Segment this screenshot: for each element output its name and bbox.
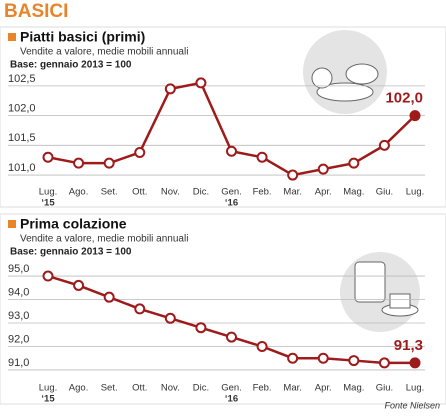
point <box>378 357 390 369</box>
point <box>256 340 268 352</box>
y-tick-label: 91,0 <box>8 357 29 369</box>
x-tick-label: Ott. <box>132 383 147 394</box>
pasta-icon <box>303 30 387 114</box>
x-tick-label: Apr. <box>315 187 332 198</box>
x-tick-label: Mag. <box>343 383 364 394</box>
point <box>378 139 390 151</box>
point <box>103 157 115 169</box>
header: BASICI <box>4 1 68 22</box>
x-sublabel: ‘15 <box>41 394 55 405</box>
x-tick-label: Giu. <box>376 383 393 394</box>
point <box>226 331 237 343</box>
point <box>164 83 176 95</box>
x-sublabel: ‘15 <box>41 198 55 209</box>
point <box>317 352 329 364</box>
point <box>195 322 207 334</box>
point <box>73 157 85 169</box>
x-tick-label: Dic. <box>193 187 209 198</box>
point <box>409 110 421 122</box>
x-sublabel: ‘16 <box>225 394 238 405</box>
x-tick-label: Lug. <box>406 187 425 198</box>
point <box>287 352 299 364</box>
chart-title: Piatti basici (primi) <box>20 29 145 45</box>
x-tick-label: Mag. <box>343 187 364 198</box>
y-tick-label: 102,0 <box>8 103 36 115</box>
value-label: 102,0 <box>385 90 423 107</box>
point <box>348 355 360 367</box>
y-tick-label: 101,0 <box>8 162 36 174</box>
breakfast-icon <box>340 252 420 332</box>
x-tick-label: Feb. <box>253 187 272 198</box>
point <box>42 270 54 282</box>
y-tick-label: 94,0 <box>8 286 29 298</box>
x-tick-label: Apr. <box>315 383 332 394</box>
point <box>73 279 85 291</box>
point <box>287 169 299 181</box>
x-tick-label: Nov. <box>161 383 180 394</box>
x-tick-label: Giu. <box>376 187 393 198</box>
source: Fonte Nielsen <box>384 400 440 410</box>
x-tick-label: Set. <box>101 383 118 394</box>
value-label: 91,3 <box>394 337 423 354</box>
y-tick-label: 95,0 <box>8 263 29 275</box>
y-tick-label: 102,5 <box>8 73 36 85</box>
point <box>134 303 146 315</box>
y-tick-label: 92,0 <box>8 333 29 345</box>
subtitle: Vendite a valore, medie mobili annuali <box>20 47 188 58</box>
x-tick-label: Mar. <box>283 383 301 394</box>
title-marker <box>8 33 16 41</box>
x-tick-label: Gen. <box>221 383 242 394</box>
y-tick-label: 101,5 <box>8 132 36 144</box>
point <box>42 151 54 163</box>
title-marker <box>8 220 16 228</box>
point <box>195 77 207 89</box>
x-tick-label: Ago. <box>69 187 89 198</box>
point <box>226 145 237 157</box>
point <box>348 157 360 169</box>
x-sublabel: ‘16 <box>225 198 238 209</box>
subtitle: Vendite a valore, medie mobili annuali <box>20 234 188 245</box>
x-tick-label: Lug. <box>39 187 58 198</box>
chart-title: Prima colazione <box>20 216 127 232</box>
x-tick-label: Lug. <box>406 383 425 394</box>
y-tick-label: 93,0 <box>8 310 29 322</box>
point <box>164 312 176 324</box>
x-tick-label: Gen. <box>221 187 242 198</box>
x-tick-label: Ott. <box>132 187 147 198</box>
base-note: Base: gennaio 2013 = 100 <box>10 247 132 258</box>
x-tick-label: Nov. <box>161 187 180 198</box>
x-tick-label: Lug. <box>39 383 58 394</box>
x-tick-label: Feb. <box>253 383 272 394</box>
x-tick-label: Dic. <box>193 383 209 394</box>
x-tick-label: Mar. <box>283 187 301 198</box>
point <box>103 291 115 303</box>
x-tick-label: Ago. <box>69 383 89 394</box>
base-note: Base: gennaio 2013 = 100 <box>10 60 132 71</box>
x-tick-label: Set. <box>101 187 118 198</box>
point <box>409 357 421 369</box>
point <box>317 163 329 175</box>
point <box>134 146 146 158</box>
point <box>256 151 268 163</box>
